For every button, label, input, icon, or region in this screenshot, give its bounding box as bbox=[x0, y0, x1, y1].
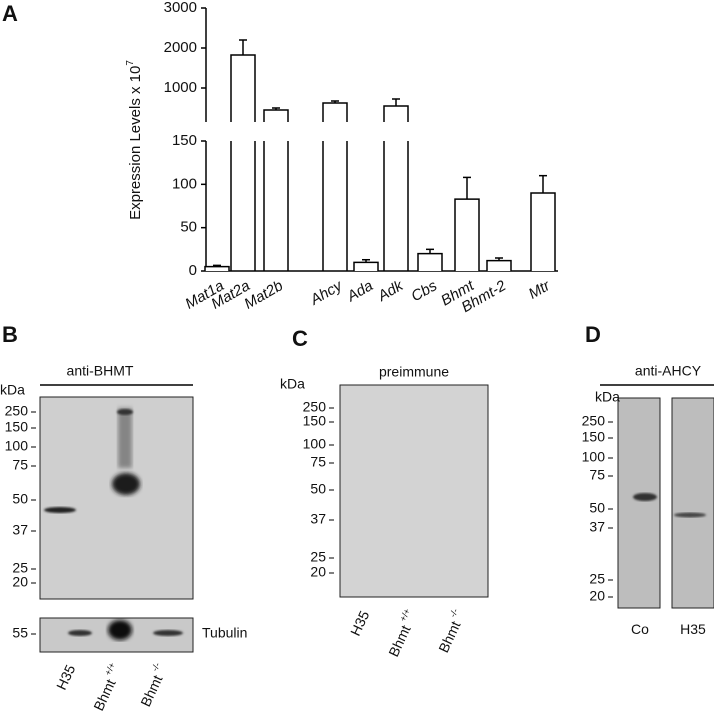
lane-name: Bhmt bbox=[137, 672, 165, 708]
marker-label: 250 bbox=[303, 399, 327, 415]
bar bbox=[454, 198, 480, 271]
y-tick-label: 0 bbox=[189, 262, 197, 279]
lane-label: H35 bbox=[347, 608, 372, 638]
kda-label: kDa bbox=[280, 376, 305, 392]
x-tick-label: Mat2b bbox=[241, 277, 286, 313]
lane-genotype: +/+ bbox=[103, 661, 118, 677]
kda-label: kDa bbox=[0, 382, 25, 398]
bar bbox=[417, 252, 443, 271]
x-tick-label: Ahcy bbox=[307, 276, 347, 309]
error-bar bbox=[495, 257, 503, 261]
error-bar bbox=[539, 174, 547, 193]
panel-letter: B bbox=[2, 322, 18, 347]
lane-genotype: -/- bbox=[150, 661, 163, 673]
y-tick-label: 2000 bbox=[164, 39, 197, 56]
marker-label: 75 bbox=[12, 457, 28, 473]
marker-label: 25 bbox=[310, 549, 326, 565]
marker-label: 100 bbox=[5, 438, 29, 454]
y-tick-label: 100 bbox=[172, 175, 197, 192]
bar-upper-part bbox=[322, 102, 348, 122]
marker-label: 25 bbox=[12, 560, 28, 576]
bar bbox=[486, 259, 512, 271]
bar-upper-part bbox=[263, 109, 289, 122]
lane-label: Bhmt-/- bbox=[135, 661, 170, 709]
marker-label: 100 bbox=[582, 449, 606, 465]
antibody-label: anti-AHCY bbox=[635, 363, 702, 379]
marker-label: 37 bbox=[310, 511, 326, 527]
marker-label: 150 bbox=[582, 429, 606, 445]
lane-name: Bhmt bbox=[435, 618, 463, 654]
marker-label: 250 bbox=[5, 403, 29, 419]
antibody-label: anti-BHMT bbox=[67, 363, 134, 379]
error-bar bbox=[239, 39, 247, 55]
marker-label: 75 bbox=[589, 467, 605, 483]
y-axis-label-sup: 7 bbox=[125, 60, 136, 66]
marker-label: 20 bbox=[12, 574, 28, 590]
bar-lower-part bbox=[230, 141, 256, 271]
lane-name: Bhmt bbox=[385, 622, 413, 658]
marker-label: 50 bbox=[310, 481, 326, 497]
marker-label: 50 bbox=[589, 500, 605, 516]
y-axis-label-text: Expression Levels x 10 bbox=[127, 66, 144, 220]
antibody-label: preimmune bbox=[379, 364, 449, 380]
marker-label: 37 bbox=[12, 522, 28, 538]
kda-label: kDa bbox=[595, 389, 620, 405]
error-bar bbox=[392, 98, 400, 106]
lane-label: Bhmt+/+ bbox=[88, 661, 125, 713]
lane-label: Bhmt+/+ bbox=[383, 607, 420, 659]
lane-label: Co bbox=[631, 621, 649, 637]
x-tick-label: Cbs bbox=[408, 277, 440, 305]
x-tick-label: Adk bbox=[374, 276, 407, 305]
bar bbox=[353, 261, 379, 271]
bar bbox=[530, 192, 556, 271]
lane-genotype: +/+ bbox=[398, 607, 413, 623]
marker-label: 75 bbox=[310, 454, 326, 470]
panel-letter: A bbox=[2, 1, 18, 26]
bar-lower-part bbox=[383, 141, 409, 271]
bar-lower-part bbox=[322, 141, 348, 271]
marker-label: 20 bbox=[589, 588, 605, 604]
y-tick-label: 150 bbox=[172, 132, 197, 149]
error-bar bbox=[331, 100, 339, 103]
loading-label: Tubulin bbox=[202, 625, 247, 641]
marker-label: 50 bbox=[12, 491, 28, 507]
marker-label: 25 bbox=[589, 571, 605, 587]
error-bar bbox=[272, 107, 280, 110]
marker-label: 55 bbox=[12, 625, 28, 641]
y-tick-label: 50 bbox=[180, 219, 197, 236]
bar bbox=[204, 265, 230, 271]
panel-letter: D bbox=[585, 322, 601, 347]
lane-genotype: -/- bbox=[448, 607, 461, 619]
error-bar bbox=[426, 248, 434, 254]
panel-letter: C bbox=[292, 326, 308, 351]
lane-name: H35 bbox=[680, 621, 706, 637]
x-tick-label: Ada bbox=[343, 277, 375, 306]
marker-label: 20 bbox=[310, 564, 326, 580]
marker-label: 37 bbox=[589, 519, 605, 535]
lane-label: Bhmt-/- bbox=[433, 607, 468, 655]
x-tick-label: Mtr bbox=[526, 277, 554, 303]
lane-name: Co bbox=[631, 621, 649, 637]
bar-lower-part bbox=[263, 141, 289, 271]
y-axis-label: Expression Levels x 107 bbox=[125, 60, 144, 220]
lane-name: H35 bbox=[53, 662, 78, 692]
bar-upper-part bbox=[230, 54, 256, 122]
y-tick-label: 3000 bbox=[164, 0, 197, 16]
blot-images bbox=[39, 384, 714, 653]
error-bar bbox=[213, 264, 221, 267]
lane-name: Bhmt bbox=[90, 676, 118, 712]
error-bar bbox=[362, 258, 370, 263]
marker-label: 150 bbox=[5, 419, 29, 435]
marker-label: 250 bbox=[582, 413, 606, 429]
error-bar bbox=[463, 176, 471, 200]
marker-label: 100 bbox=[303, 436, 327, 452]
lane-name: H35 bbox=[347, 608, 372, 638]
lane-label: H35 bbox=[680, 621, 706, 637]
y-tick-label: 1000 bbox=[164, 79, 197, 96]
bar-upper-part bbox=[383, 105, 409, 122]
lane-label: H35 bbox=[53, 662, 78, 692]
marker-label: 150 bbox=[303, 413, 327, 429]
